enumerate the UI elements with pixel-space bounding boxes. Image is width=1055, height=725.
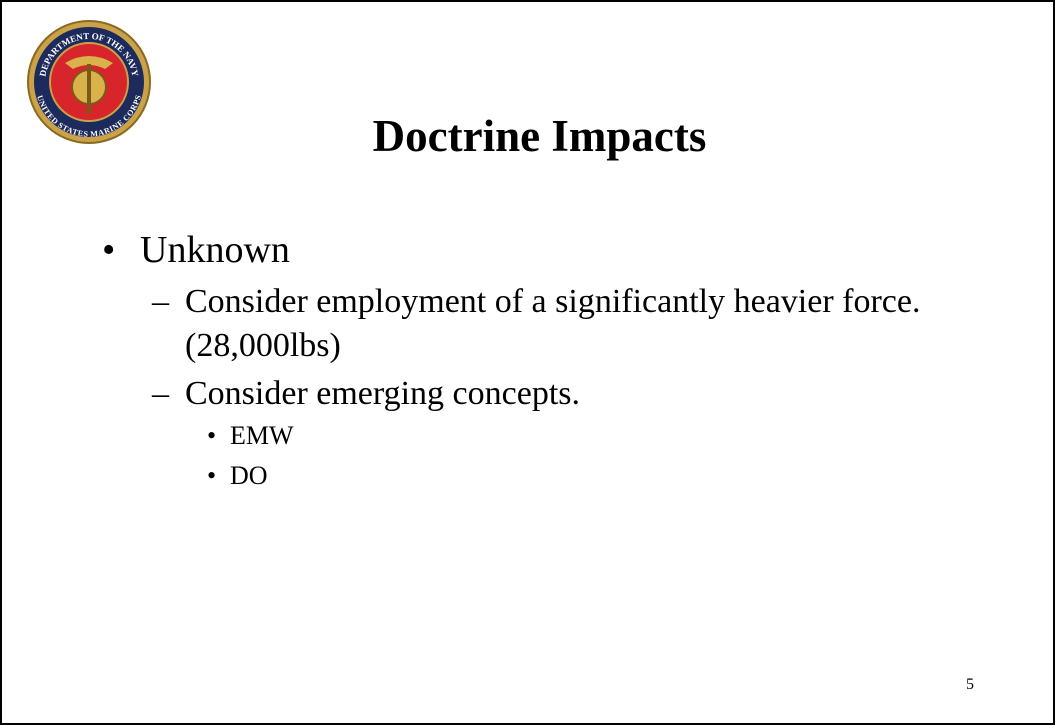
bullet-level-2: – Consider emerging concepts. (102, 372, 985, 416)
bullet-level-2: – Consider employment of a significantly … (102, 280, 985, 368)
slide-title: Doctrine Impacts (372, 111, 707, 161)
bullet-level-3: • EMW (102, 416, 1002, 456)
bullet-mark: – (152, 375, 169, 412)
slide-body: • Unknown – Consider employment of a signif… (102, 224, 1002, 496)
seal: DEPARTMENT OF THE NAVY UNITED STATES MAR… (27, 20, 151, 144)
bullet-mark: • (102, 229, 116, 271)
bullet-level-3: • DO (102, 456, 1002, 496)
bullet-text: EMW (230, 421, 294, 450)
bullet-text: Consider emerging concepts. (185, 375, 581, 412)
bullet-mark: • (207, 421, 217, 450)
bullet-text: Consider employment of a significantly h… (185, 283, 921, 364)
bullet-level-1: • Unknown (102, 224, 1002, 276)
bullet-text: Unknown (140, 229, 290, 271)
bullet-mark: • (207, 461, 217, 490)
bullet-text: DO (230, 461, 268, 490)
page-number: 5 (966, 676, 974, 693)
bullet-mark: – (152, 283, 169, 320)
